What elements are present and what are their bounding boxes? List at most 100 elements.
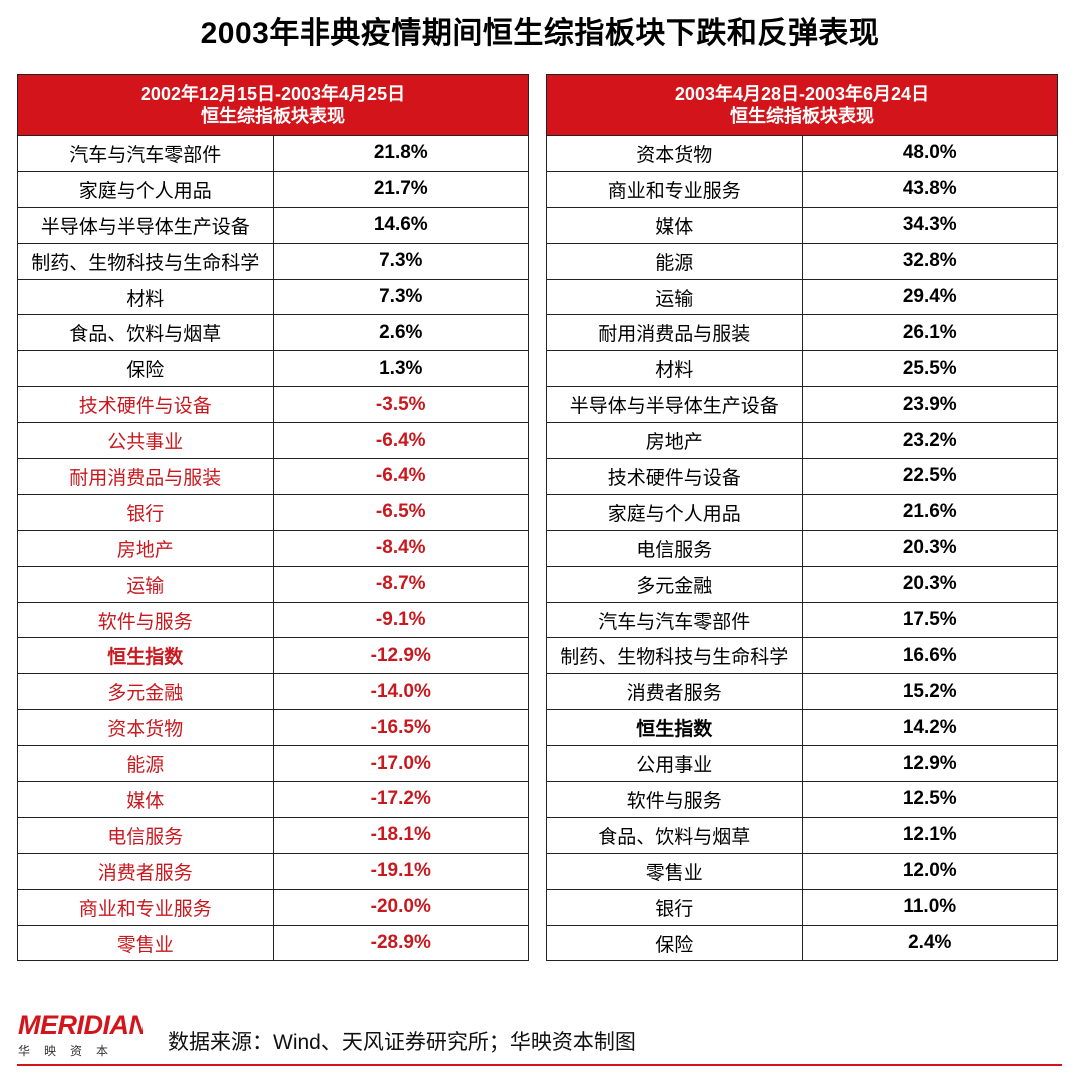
sector-name: 食品、饮料与烟草 [17,314,274,352]
table-row: 电信服务 20.3% [546,529,1058,567]
sector-return: 11.0% [801,888,1058,926]
sector-name: 汽车与汽车零部件 [17,135,274,172]
sector-return: 2.4% [801,924,1058,962]
data-source-note: 数据来源：Wind、天风证券研究所；华映资本制图 [168,1031,636,1054]
sector-name: 运输 [17,565,274,603]
sector-name: 运输 [546,278,803,316]
sector-return: 20.3% [801,565,1058,603]
sector-return: 20.3% [801,529,1058,567]
table-row: 消费者服务 15.2% [546,673,1058,711]
table-row: 电信服务 -18.1% [17,816,529,854]
logo-subtitle: 华映资本 [18,1044,123,1058]
table-row: 耐用消费品与服装 26.1% [546,314,1058,352]
sector-return: 12.5% [801,781,1058,818]
sector-return: -3.5% [272,386,529,424]
sector-name: 保险 [546,924,803,962]
table-row: 运输 -8.7% [17,565,529,603]
sector-name: 技术硬件与设备 [546,458,803,495]
sector-return: -20.0% [272,888,529,926]
sector-name: 半导体与半导体生产设备 [546,386,803,424]
sector-return: 16.6% [801,637,1058,675]
table-row: 零售业 12.0% [546,852,1058,890]
sector-return: -8.7% [272,565,529,603]
table-row: 运输 29.4% [546,278,1058,316]
sector-return: 34.3% [801,206,1058,244]
sector-return: -14.0% [272,673,529,711]
sector-return: 21.7% [272,170,529,208]
table-row: 材料 25.5% [546,350,1058,388]
sector-name: 电信服务 [546,529,803,567]
table-row: 多元金融 20.3% [546,565,1058,603]
sector-return: -28.9% [272,924,529,962]
sector-return: -6.4% [272,422,529,460]
sector-name: 多元金融 [546,565,803,603]
left-table: 2002年12月15日-2003年4月25日 恒生综指板块表现 汽车与汽车零部件… [17,74,529,962]
sector-name: 零售业 [546,852,803,890]
table-row: 公用事业 12.9% [546,745,1058,783]
sector-return: -18.1% [272,816,529,854]
sector-return: 25.5% [801,350,1058,388]
sector-return: 14.2% [801,709,1058,747]
sector-name: 零售业 [17,924,274,962]
table-row: 恒生指数 14.2% [546,709,1058,747]
sector-name: 商业和专业服务 [17,888,274,926]
sector-name: 电信服务 [17,816,274,854]
table-row: 媒体 -17.2% [17,781,529,818]
sector-name: 耐用消费品与服装 [546,314,803,352]
sector-name: 技术硬件与设备 [17,386,274,424]
table-row: 耐用消费品与服装 -6.4% [17,458,529,495]
sector-name: 房地产 [17,529,274,567]
table-row: 软件与服务 12.5% [546,781,1058,818]
sector-name: 公共事业 [17,422,274,460]
sector-name: 银行 [17,493,274,531]
sector-return: 1.3% [272,350,529,388]
table-row: 汽车与汽车零部件 17.5% [546,601,1058,639]
meridian-logo: MERIDIAN [18,1010,143,1040]
table-row: 消费者服务 -19.1% [17,852,529,890]
left-header-period: 2002年12月15日-2003年4月25日 [140,84,406,104]
left-header-subtitle: 恒生综指板块表现 [201,106,345,126]
sector-name: 制药、生物科技与生命科学 [17,242,274,280]
sector-name: 恒生指数 [546,709,803,747]
table-row: 资本货物 48.0% [546,135,1058,172]
table-row: 制药、生物科技与生命科学 7.3% [17,242,529,280]
table-row: 保险 1.3% [17,350,529,388]
page-title: 2003年非典疫情期间恒生综指板块下跌和反弹表现 [200,17,880,50]
left-table-body: 汽车与汽车零部件 21.8% 家庭与个人用品 21.7% 半导体与半导体生产设备 14.6… [17,135,529,962]
table-row: 公共事业 -6.4% [17,422,529,460]
table-row: 能源 -17.0% [17,745,529,783]
table-row: 房地产 23.2% [546,422,1058,460]
sector-name: 商业和专业服务 [546,170,803,208]
sector-name: 软件与服务 [546,781,803,818]
table-row: 食品、饮料与烟草 2.6% [17,314,529,352]
table-row: 零售业 -28.9% [17,924,529,962]
sector-return: 7.3% [272,242,529,280]
sector-return: -6.4% [272,458,529,495]
table-row: 半导体与半导体生产设备 14.6% [17,206,529,244]
table-row: 家庭与个人用品 21.6% [546,493,1058,531]
sector-name: 半导体与半导体生产设备 [17,206,274,244]
sector-name: 制药、生物科技与生命科学 [546,637,803,675]
sector-return: 12.0% [801,852,1058,890]
sector-return: 2.6% [272,314,529,352]
table-row: 保险 2.4% [546,924,1058,962]
sector-return: -12.9% [272,637,529,675]
sector-name: 汽车与汽车零部件 [546,601,803,639]
footer: MERIDIAN 华映资本 数据来源：Wind、天风证券研究所；华映资本制图 [0,1004,1080,1084]
sector-return: 21.8% [272,135,529,172]
sector-name: 银行 [546,888,803,926]
sector-name: 资本货物 [17,709,274,747]
sector-return: 22.5% [801,458,1058,495]
sector-name: 多元金融 [17,673,274,711]
sector-name: 耐用消费品与服装 [17,458,274,495]
sector-name: 房地产 [546,422,803,460]
table-row: 银行 -6.5% [17,493,529,531]
table-row: 商业和专业服务 43.8% [546,170,1058,208]
sector-return: -9.1% [272,601,529,639]
sector-return: -8.4% [272,529,529,567]
table-row: 食品、饮料与烟草 12.1% [546,816,1058,854]
sector-name: 资本货物 [546,135,803,172]
right-table: 2003年4月28日-2003年6月24日 恒生综指板块表现 资本货物 48.0%… [546,74,1058,962]
sector-name: 家庭与个人用品 [546,493,803,531]
sector-return: 12.1% [801,816,1058,854]
